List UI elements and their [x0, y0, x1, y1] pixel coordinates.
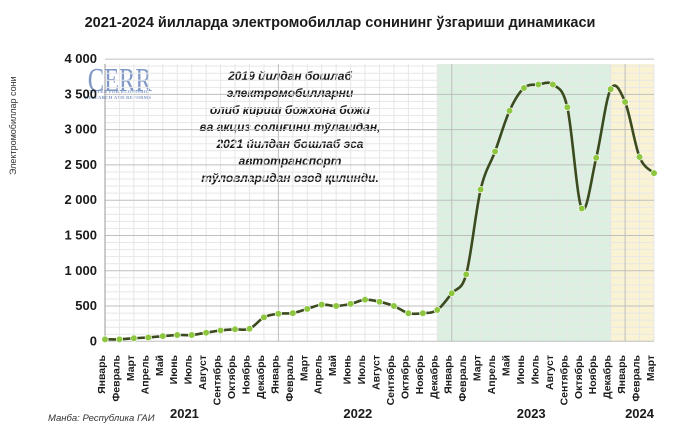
svg-text:Апрель: Апрель — [486, 354, 498, 394]
svg-text:Апрель: Апрель — [313, 354, 325, 394]
svg-text:Март: Март — [645, 355, 657, 381]
svg-text:Май: Май — [501, 355, 513, 376]
svg-text:3 500: 3 500 — [64, 86, 97, 101]
svg-text:Июнь: Июнь — [515, 354, 527, 384]
svg-text:Июнь: Июнь — [168, 354, 180, 384]
svg-text:Ноябрь: Ноябрь — [587, 354, 599, 394]
svg-text:1 000: 1 000 — [64, 263, 97, 278]
svg-text:2 500: 2 500 — [64, 157, 97, 172]
svg-text:500: 500 — [75, 298, 97, 313]
svg-text:2021: 2021 — [170, 406, 199, 421]
svg-text:3 000: 3 000 — [64, 122, 97, 137]
svg-text:4 000: 4 000 — [64, 51, 97, 66]
svg-text:Октябрь: Октябрь — [226, 354, 238, 399]
svg-text:Август: Август — [371, 355, 383, 390]
svg-text:Октябрь: Октябрь — [399, 354, 411, 399]
svg-text:0: 0 — [90, 333, 97, 348]
svg-text:Август: Август — [197, 355, 209, 390]
svg-text:2 000: 2 000 — [64, 192, 97, 207]
svg-text:Июль: Июль — [356, 354, 368, 384]
svg-text:Январь: Январь — [269, 354, 281, 393]
svg-text:Февраль: Февраль — [284, 354, 296, 401]
svg-text:Март: Март — [298, 355, 310, 381]
svg-text:Февраль: Февраль — [631, 354, 643, 401]
svg-text:Декабрь: Декабрь — [602, 354, 614, 398]
svg-text:Октябрь: Октябрь — [573, 354, 585, 399]
svg-text:Сентябрь: Сентябрь — [558, 354, 570, 405]
svg-text:Июль: Июль — [183, 354, 195, 384]
svg-text:Апрель: Апрель — [139, 354, 151, 394]
svg-text:Ноябрь: Ноябрь — [414, 354, 426, 394]
svg-text:Февраль: Февраль — [110, 354, 122, 401]
svg-text:Январь: Январь — [443, 354, 455, 393]
svg-text:Июнь: Июнь — [342, 354, 354, 384]
svg-text:Январь: Январь — [96, 354, 108, 393]
svg-text:2022: 2022 — [343, 406, 372, 421]
svg-text:Сентябрь: Сентябрь — [212, 354, 224, 405]
svg-text:2024: 2024 — [625, 406, 655, 421]
svg-text:Март: Март — [472, 355, 484, 381]
svg-text:Январь: Январь — [616, 354, 628, 393]
svg-text:Июль: Июль — [529, 354, 541, 384]
svg-text:Декабрь: Декабрь — [428, 354, 440, 398]
svg-text:Декабрь: Декабрь — [255, 354, 267, 398]
svg-text:Май: Май — [154, 355, 166, 376]
svg-text:Сентябрь: Сентябрь — [385, 354, 397, 405]
svg-text:Август: Август — [544, 355, 556, 390]
svg-text:Февраль: Февраль — [457, 354, 469, 401]
svg-text:2023: 2023 — [517, 406, 546, 421]
svg-text:1 500: 1 500 — [64, 227, 97, 242]
svg-text:Март: Март — [125, 355, 137, 381]
svg-text:Ноябрь: Ноябрь — [240, 354, 252, 394]
svg-text:Май: Май — [327, 355, 339, 376]
